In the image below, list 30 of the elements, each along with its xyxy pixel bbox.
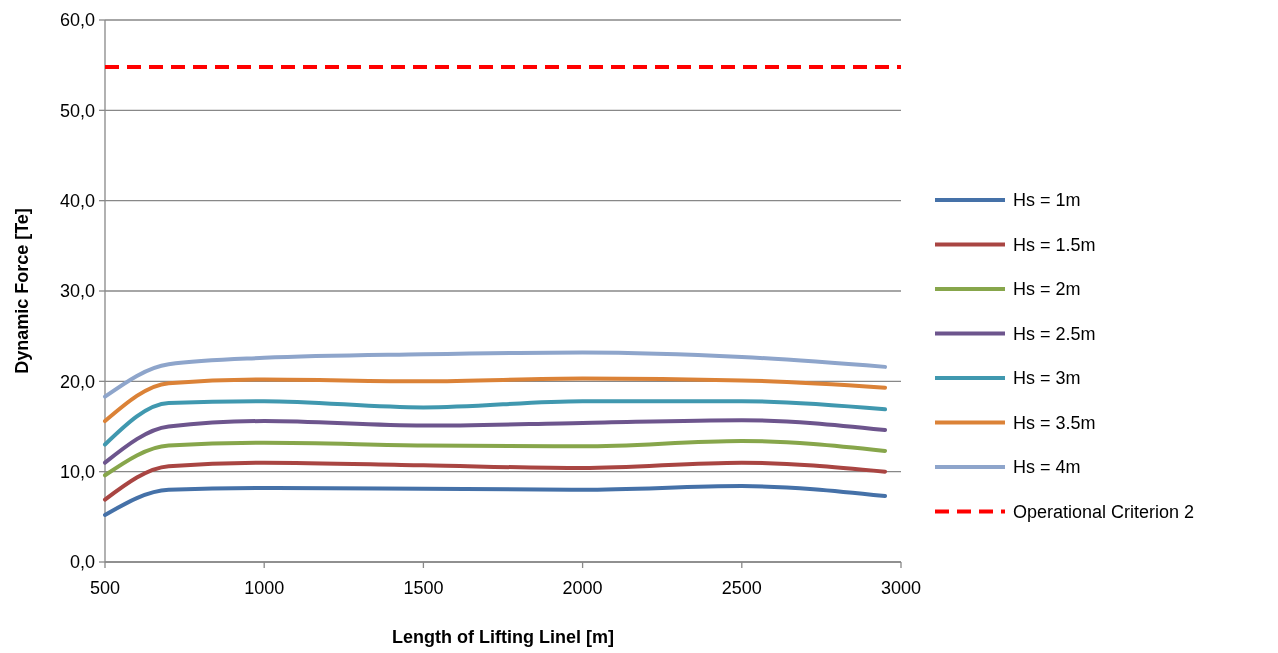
legend-label: Hs = 3.5m	[1013, 412, 1096, 433]
y-tick-label: 50,0	[59, 100, 95, 121]
legend-label: Hs = 2.5m	[1013, 323, 1096, 344]
line-series	[103, 460, 888, 502]
legend-label: Hs = 1.5m	[1013, 234, 1096, 255]
y-tick-label: 20,0	[59, 371, 95, 392]
y-tick-label: 0,0	[69, 552, 95, 573]
line-series	[103, 350, 888, 399]
legend-label: Hs = 3m	[1013, 368, 1081, 389]
x-tick-label: 3000	[880, 578, 922, 598]
legend-label: Hs = 2m	[1013, 279, 1081, 300]
y-tick-label: 30,0	[59, 281, 95, 302]
line-series	[103, 376, 888, 424]
x-tick-label: 2000	[562, 578, 603, 598]
y-tick-label: 60,0	[59, 10, 95, 31]
legend-label: Operational Criterion 2	[1013, 501, 1195, 522]
line-series	[103, 418, 888, 465]
y-tick-label: 40,0	[59, 190, 95, 211]
legend-label: Hs = 1m	[1013, 190, 1081, 211]
x-tick-label: 1000	[244, 578, 285, 598]
y-tick-label: 10,0	[59, 461, 95, 482]
y-axis-title: Dynamic Force [Te]	[12, 208, 32, 374]
x-tick-label: 2500	[721, 578, 762, 598]
line-series	[103, 399, 888, 447]
x-axis-title: Length of Lifting Linel [m]	[392, 627, 614, 647]
x-tick-label: 1500	[403, 578, 444, 598]
x-tick-label: 500	[89, 578, 121, 598]
legend-label: Hs = 4m	[1013, 457, 1081, 478]
line-series	[103, 438, 888, 478]
line-series	[103, 484, 888, 518]
